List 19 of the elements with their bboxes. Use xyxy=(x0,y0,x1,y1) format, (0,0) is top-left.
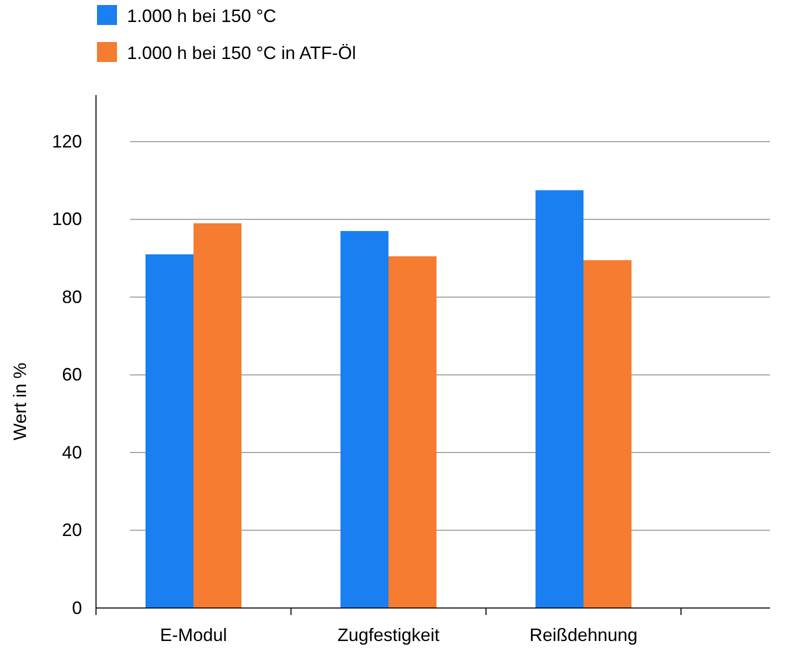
x-tick-label: E-Modul xyxy=(160,624,228,645)
x-tick-label: Reißdehnung xyxy=(529,624,638,645)
bar xyxy=(340,231,388,608)
bar xyxy=(194,223,242,608)
y-axis-title: Wert in % xyxy=(10,362,30,440)
x-tick-label: Zugfestigkeit xyxy=(337,624,440,645)
y-tick-label: 120 xyxy=(52,131,82,152)
bar xyxy=(146,254,194,608)
y-tick-label: 100 xyxy=(52,209,82,230)
bar xyxy=(388,256,436,608)
y-tick-label: 0 xyxy=(72,598,82,618)
y-tick-label: 40 xyxy=(62,442,82,462)
bar xyxy=(584,260,632,608)
y-tick-label: 20 xyxy=(62,520,82,540)
legend-label: 1.000 h bei 150 °C xyxy=(127,6,276,26)
y-tick-label: 60 xyxy=(62,364,82,385)
bar xyxy=(536,190,584,608)
y-tick-label: 80 xyxy=(62,286,82,307)
legend-label: 1.000 h bei 150 °C in ATF-Öl xyxy=(127,43,356,63)
